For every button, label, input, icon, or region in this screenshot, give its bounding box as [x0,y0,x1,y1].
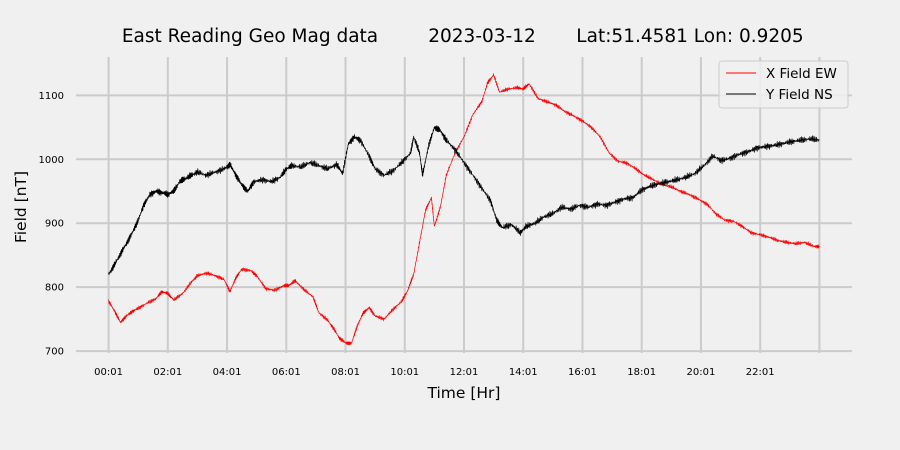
chart-title-location: East Reading Geo Mag data [122,26,378,47]
x-tick-label: 22:01 [746,367,775,378]
x-tick-label: 02:01 [153,367,182,378]
tick-labels: 700 800 900 1000 1100 00:01 02:01 04:01 06:01 08:… [39,91,775,378]
y-tick-label: 900 [45,219,64,230]
x-tick-label: 20:01 [687,367,716,378]
x-axis-label: Time [Hr] [427,384,501,402]
x-tick-label: 16:01 [568,367,597,378]
legend-label-y-field: Y Field NS [765,87,833,103]
x-tick-label: 10:01 [390,367,419,378]
x-tick-label: 00:01 [94,367,123,378]
y-field-ns-line [108,125,820,275]
legend: X Field EW Y Field NS [718,60,849,109]
x-tick-label: 18:01 [627,367,656,378]
series-lines [108,73,820,346]
chart-title-date: 2023-03-12 [428,26,536,47]
chart-title-coordinates: Lat:51.4581 Lon: 0.9205 [576,26,803,47]
y-tick-label: 1000 [39,155,64,166]
x-tick-label: 08:01 [331,367,360,378]
x-tick-label: 14:01 [509,367,538,378]
x-tick-label: 06:01 [272,367,301,378]
x-tick-label: 04:01 [213,367,242,378]
legend-label-x-field: X Field EW [766,66,837,82]
y-tick-label: 700 [45,347,64,358]
y-tick-label: 1100 [39,91,64,102]
y-tick-label: 800 [45,283,64,294]
x-tick-label: 12:01 [450,367,479,378]
x-field-ew-line [108,73,820,346]
y-axis-label: Field [nT] [12,171,30,243]
